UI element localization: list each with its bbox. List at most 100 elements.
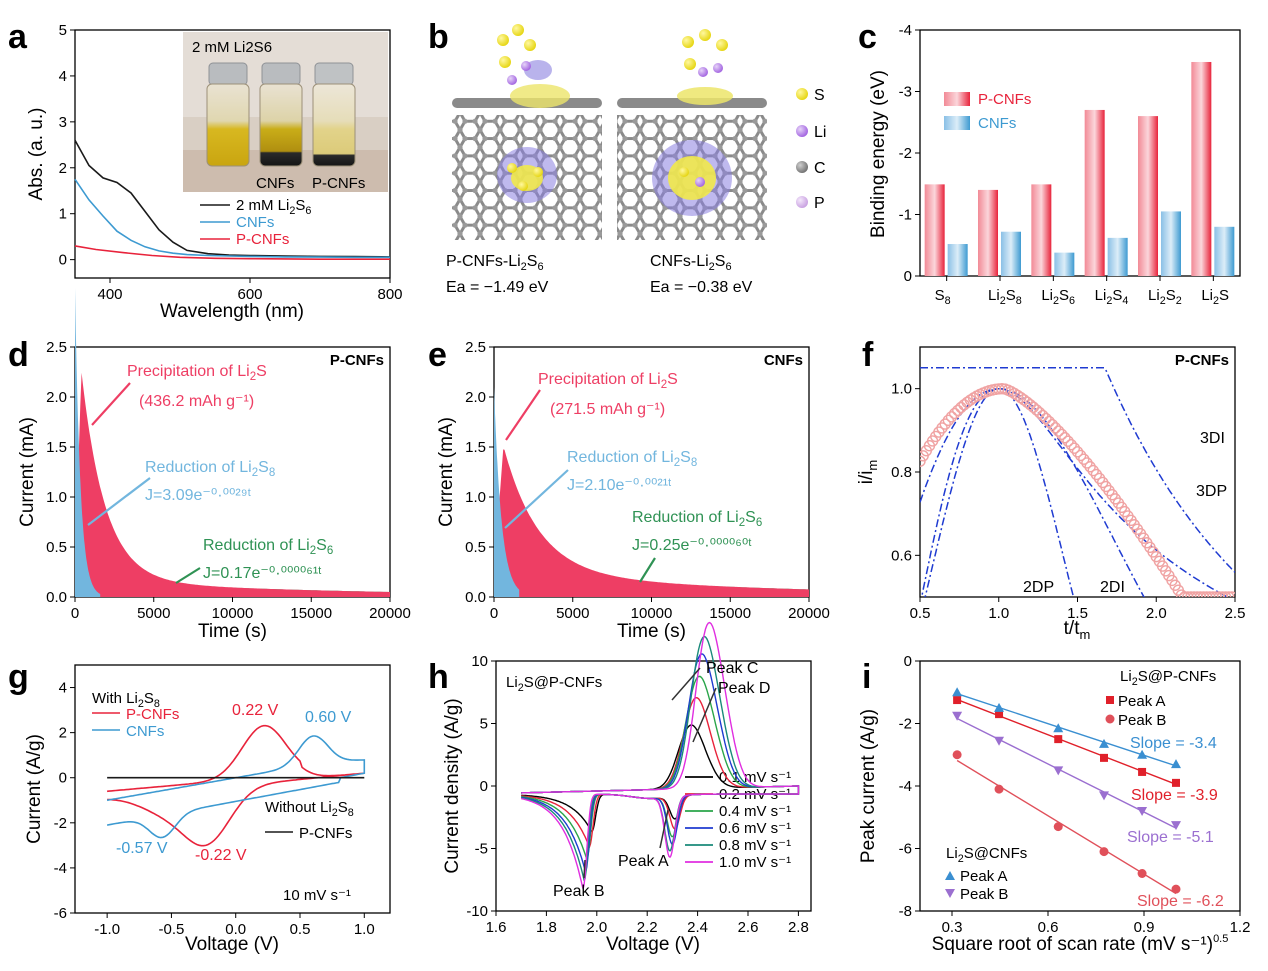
data-point: [1171, 759, 1181, 769]
model-curve-2DP: [924, 387, 1075, 597]
data-point: [1071, 446, 1084, 458]
x-axis-label: t/tm: [1064, 618, 1091, 642]
y-tick-label: 0: [904, 653, 912, 670]
structure-cnfs-li2s6: [617, 29, 767, 240]
legend-marker: [945, 871, 955, 880]
arrow-peak-d: [692, 687, 717, 743]
data-point: [942, 414, 955, 427]
y-tick-label: -5: [475, 841, 488, 858]
x-tick-label: 0: [490, 605, 498, 622]
panel-b-dft-structures: b S: [428, 18, 826, 296]
y-tick-label: 2.5: [465, 339, 486, 356]
legend-p: P: [814, 195, 825, 212]
y-tick-label: 1.5: [46, 439, 67, 456]
y-tick-label: 1.0: [46, 489, 67, 506]
y-tick-label: -6: [54, 905, 67, 922]
legend-swatch: [944, 116, 970, 130]
y-tick-label: 0.0: [46, 589, 67, 606]
data-point: [1056, 428, 1068, 441]
data-point: [1099, 791, 1109, 801]
peak-label: 0.22 V: [232, 702, 279, 719]
panel-label-a: a: [8, 18, 28, 56]
data-point: [994, 736, 1005, 746]
annotation-capacity: (436.2 mAh g⁻¹): [139, 393, 254, 410]
data-point: [945, 411, 958, 423]
data-point: [955, 401, 967, 414]
x-tick-label: 0.5: [910, 605, 931, 622]
peak-label-d: Peak D: [718, 680, 770, 697]
panel-label-d: d: [8, 336, 29, 374]
x-axis-label: Wavelength (nm): [160, 301, 304, 322]
x-tick-label: Li2S4: [1095, 287, 1129, 307]
x-axis-label: Time (s): [198, 621, 267, 642]
y-tick-label: 0.8: [891, 464, 912, 481]
arrow-li2s6: [175, 567, 201, 584]
y-tick-label: 0.0: [465, 589, 486, 606]
x-tick-label: 0.3: [942, 919, 963, 936]
annotation-reduction-li2s8: Reduction of Li2S8: [567, 449, 697, 469]
data-point: [1054, 735, 1063, 744]
data-point: [1185, 591, 1197, 597]
bar-cnfs: [1107, 237, 1128, 276]
panel-d-current-transient-pcnfs: d 0 5000 10000 15000 20000 0.0 0.5 1.0 1.5 2.0 2.5…: [8, 288, 411, 642]
model-label-2DP: 2DP: [1023, 579, 1054, 596]
data-point: [1046, 418, 1059, 431]
x-tick-label: 400: [97, 286, 122, 303]
y-axis-label: Abs. (a. u.): [26, 108, 47, 201]
panel-f-nucleation-model: f 0.5 1.0 1.5 2.0 2.5 0.6 0.8 1.0 P-CNFs 3DI 3DP 2D…: [856, 336, 1246, 642]
x-axis-label: Voltage (V): [185, 934, 279, 955]
legend-label: P-CNFs: [236, 231, 289, 248]
data-point: [1137, 807, 1148, 816]
x-tick-label: 600: [237, 286, 262, 303]
x-tick-label: 1.6: [486, 919, 507, 936]
x-tick-label: 2.5: [1225, 605, 1246, 622]
y-tick-label: -6: [899, 841, 912, 858]
arrow-li2s6: [639, 557, 656, 583]
bar-cnfs: [1001, 231, 1021, 276]
panel-i-peak-current-fit: i 0.3 0.6 0.9 1.2 -8 -6 -4 -2 0 Li2S@P-CNFs Peak A…: [858, 653, 1250, 955]
y-tick-label: -4: [899, 778, 912, 795]
inset-title: 2 mM Li2S6: [192, 39, 272, 56]
bar-cnfs: [947, 244, 968, 276]
panel-label-c: c: [858, 18, 877, 56]
legend-li: Li: [814, 124, 826, 141]
annotation-eq-li2s6: J=0.17e⁻⁰·⁰⁰⁰⁰⁶¹ᵗ: [203, 565, 322, 582]
label-pcnfs-li2s6: P-CNFs-Li2S6: [446, 253, 544, 273]
panel-c-binding-energy-chart: c 0 -1 -2 -3 -4 S8 Li2S8 Li2S6 Li2S4 Li2S2 Li2S Bin…: [858, 18, 1241, 307]
panel-label-i: i: [862, 658, 871, 696]
legend-label: Peak A: [960, 868, 1008, 885]
legend-label: P-CNFs: [978, 91, 1031, 108]
x-tick-label: -1.0: [94, 921, 120, 938]
slope-label: Slope = -6.2: [1137, 893, 1224, 910]
data-point: [1053, 723, 1064, 733]
y-tick-label: 1.5: [465, 439, 486, 456]
legend-label: 0.4 mV s⁻¹: [719, 803, 791, 820]
ea-cnfs: Ea = −0.38 eV: [650, 279, 753, 296]
legend-marker: [1106, 696, 1114, 704]
x-tick-label: 2.2: [637, 919, 658, 936]
y-tick-label: -3: [899, 84, 912, 101]
atom-legend: S Li C P: [796, 87, 826, 212]
data-point: [1172, 778, 1180, 787]
x-tick-label: 1.5: [1067, 605, 1088, 622]
x-tick-label: -0.5: [158, 921, 184, 938]
area-reduction-li2s8: [494, 387, 520, 597]
y-tick-label: -2: [899, 145, 912, 162]
y-tick-label: 2.0: [46, 389, 67, 406]
data-point: [1033, 407, 1046, 419]
peak-label: -0.57 V: [116, 840, 168, 857]
y-tick-label: 2.5: [46, 339, 67, 356]
data-point: [994, 784, 1004, 794]
model-label-3DP: 3DP: [1196, 483, 1227, 500]
x-tick-label: 20000: [369, 605, 411, 622]
x-tick-label: 2.6: [738, 919, 759, 936]
y-tick-label: -2: [899, 716, 912, 733]
data-point: [1059, 432, 1071, 444]
annotation-reduction-li2s6: Reduction of Li2S6: [203, 537, 333, 557]
panel-label-b: b: [428, 18, 449, 56]
legend-label: 1.0 mV s⁻¹: [719, 854, 791, 871]
data-point: [1191, 591, 1203, 597]
data-point: [953, 696, 962, 705]
group-title-cnfs: Li2S@CNFs: [946, 845, 1027, 865]
